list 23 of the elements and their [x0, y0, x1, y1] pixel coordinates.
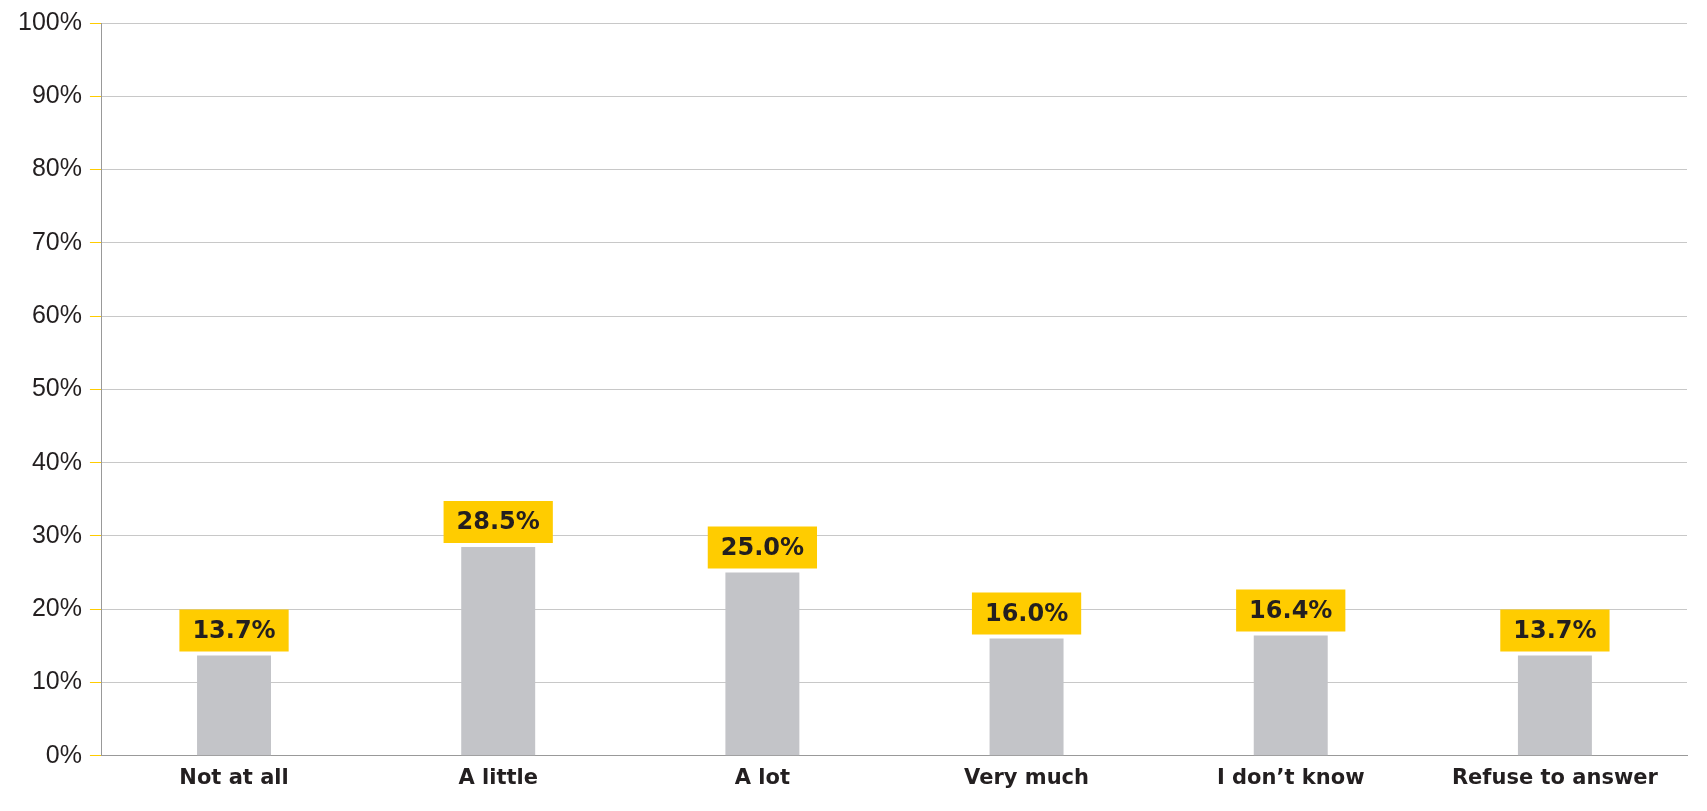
- y-tick-label: 80%: [31, 153, 82, 182]
- data-label: 28.5%: [456, 507, 540, 536]
- y-tick-label: 90%: [31, 80, 82, 109]
- x-tick-label: Not at all: [179, 764, 289, 789]
- y-tick-label: 10%: [31, 666, 82, 695]
- y-tick-label: 20%: [31, 593, 82, 622]
- data-label: 16.4%: [1249, 595, 1333, 624]
- x-tick-label: A little: [458, 764, 538, 789]
- y-tick-label: 60%: [31, 300, 82, 329]
- x-tick-label: I don’t know: [1216, 764, 1365, 789]
- x-tick-label: A lot: [734, 764, 790, 789]
- y-tick-label: 50%: [31, 373, 82, 402]
- y-tick-label: 70%: [31, 226, 82, 255]
- y-tick-label: 0%: [45, 739, 82, 768]
- data-label: 13.7%: [1513, 615, 1597, 644]
- data-label: 16.0%: [984, 598, 1069, 627]
- y-tick-label: 40%: [31, 446, 82, 475]
- y-tick-label: 100%: [17, 6, 82, 35]
- data-label: 25.0%: [720, 532, 805, 561]
- x-tick-label: Refuse to answer: [1451, 764, 1659, 789]
- x-tick-label: Very much: [964, 764, 1090, 789]
- data-label: 13.7%: [192, 615, 276, 644]
- y-tick-label: 30%: [31, 519, 82, 548]
